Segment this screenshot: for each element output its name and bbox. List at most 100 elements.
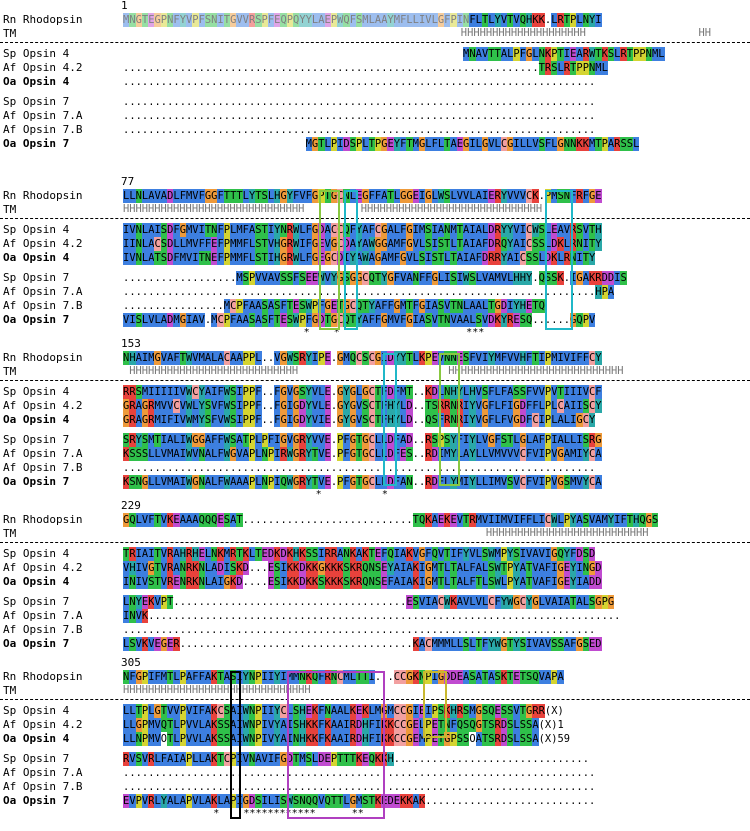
sequence-row: LLTPLGTVVPVIFAKCSAIWNPIIYCLSHEKFNAALKEKL… [123,704,564,718]
conservation-stars: * ************ ** [123,808,364,819]
sequence-label: Af Opsin 7.A [3,766,83,779]
sequence-row: LLGPMVQTLPVVLAKSSAIWNPIVYAISHKKFKAAIRDHF… [123,718,564,732]
sequence-row: ........................................… [123,462,596,474]
sequence-row: KSNGLLVMAIWGNALFWAAAPLNPIQWGRYTVE.PFGTGC… [123,475,602,489]
sequence-row: ........................................… [123,781,596,793]
sequence-label: Af Opsin 7.B [3,623,83,636]
sequence-label: Af Opsin 7.B [3,780,83,793]
sequence-label: Oa Opsin 7 [3,637,70,650]
sequence-label: Rn Rhodopsin [3,351,83,364]
sequence-row: ........................................… [123,76,596,88]
sequence-row: MNAVTTALPFGLNKPTIEARWTKSLRTPPNML [463,47,665,61]
sequence-row: INIVSTVRENRKNLAIGKD....ESIKKDKKSKKKSKRQN… [123,575,602,589]
sequence-label: Af Opsin 4.2 [3,561,83,574]
sequence-label: Rn Rhodopsin [3,189,83,202]
sequence-label: TM [3,365,17,378]
sequence-row: RRSMIIIIIVWCYAIFWSIPPF..FGVGSYVLE.GYGLGC… [123,385,602,399]
sequence-label: Oa Opsin 4 [3,413,70,426]
sequence-label: Af Opsin 7.A [3,109,83,122]
sequence-row: ........................................… [123,124,596,136]
tm-helix-track: HHHHHHHHHHHHHHHHHHHHHHHHHHHHHH [123,684,311,696]
sequence-row: LLNPMVOTLPVVLAKSSAIWNPIVYAINHKKFKAAIRDHF… [123,732,571,746]
sequence-label: Af Opsin 7.A [3,609,83,622]
sequence-row: KSSSLLVMAIWVNALFWGVAPLNPIRWGRYTVE.PFGTGC… [123,447,602,461]
sequence-row: VHIVGTVRANRKNLADISKD...ESIKKDKKGKKKSKRQN… [123,561,602,575]
sequence-label: Rn Rhodopsin [3,670,83,683]
sequence-label: Af Opsin 7.B [3,461,83,474]
block-start-number: 77 [121,175,135,188]
sequence-label: TM [3,203,17,216]
sequence-row: LLNLAVADLFMVFGGFTTTLYTSLHGYFVFGPTGCNLEGF… [123,189,602,203]
sequence-row: TRIAITVRAHRHELNKMRTKLTEDKDKHKSSIRRANKAKT… [123,547,596,561]
sequence-row: GRAGRMIFIVWMYSFVWSIPPF..FGIGDYVIE.GYGVSC… [123,413,596,427]
sequence-row: ........................................… [123,285,615,299]
sequence-label: Sp Opsin 7 [3,433,70,446]
sequence-row: MGTLPIDSPLTPGEYFTMGLFLTAEGILGVLCGILLVSFL… [305,137,640,151]
sequence-row: SRYSMTIALIWGGAFFWSATPLPFIGVGRYVVE.PFGTGC… [123,433,602,447]
sequence-row: IVNLATSDFMVITNEFPMMFLSTIHGRWLFGEGCDIYAWA… [123,251,596,265]
separator-dash [0,42,750,43]
tm-helix-track: HHHHHHHHHHHHHHHHHHHHHHHHHHH HHHHHHHHHHHH… [123,365,624,377]
sequence-row: INVK....................................… [123,609,621,623]
sequence-row: NFGPIFMTLPAFFAKTASIYNPIIYIMMNKQFRNCMLTTI… [123,670,564,684]
sequence-label: Sp Opsin 7 [3,752,70,765]
sequence-row: IVNLAISDFGMVITNFPLMFASTIYNRWLFGDACCQFYAF… [123,223,602,237]
block-start-number: 305 [121,656,141,669]
sequence-row: ........................................… [123,624,596,636]
sequence-label: TM [3,27,17,40]
sequence-label: TM [3,684,17,697]
sequence-row: ........................................… [123,61,608,75]
sequence-label: Af Opsin 7.A [3,447,83,460]
sequence-label: Oa Opsin 4 [3,732,70,745]
block-start-number: 153 [121,337,141,350]
sequence-row: GRAGRMVVCVWLYSVFWSIPPF..FGIGDYVLE.GYGVSC… [123,399,602,413]
sequence-row: ........................................… [123,767,596,779]
sequence-row: LSVKVEGER...............................… [123,637,602,651]
block-start-number: 229 [121,499,141,512]
sequence-row: ........................................… [123,96,596,108]
sequence-label: Af Opsin 4.2 [3,399,83,412]
sequence-row: RVSVRLFAIAPLLAKTCPIVNAVIFGDTMSLDEPTTTKEQ… [123,752,589,766]
sequence-label: Rn Rhodopsin [3,513,83,526]
sequence-label: Oa Opsin 7 [3,313,70,326]
sequence-label: TM [3,527,17,540]
tm-helix-track: HHHHHHHHHHHHHHHHHHHH HH [123,27,712,39]
sequence-label: Sp Opsin 7 [3,95,70,108]
sequence-row: ........................................… [123,110,596,122]
sequence-label: Sp Opsin 4 [3,704,70,717]
sequence-label: Af Opsin 4.2 [3,718,83,731]
sequence-label: Oa Opsin 4 [3,75,70,88]
sequence-label: Oa Opsin 7 [3,137,70,150]
sequence-label: Sp Opsin 4 [3,223,70,236]
sequence-row: LNYEKVPT................................… [123,595,615,609]
sequence-row: MNGTEGPNFYVPFSNITGVVRSPFEQPQYYLAEPWQFSML… [123,13,602,27]
separator-dash [0,699,750,700]
sequence-label: Sp Opsin 4 [3,47,70,60]
tm-helix-track: HHHHHHHHHHHHHHHHHHHHHHHHHH [123,527,649,539]
sequence-row: VISLVLADMGIAV.MCPFAASASFTESWPFGDTGCQTYAF… [123,313,596,327]
sequence-row: IINLACSDLLMVFFEFPMMFLSTVHGRWIFGEVGCDAYAW… [123,237,602,251]
sequence-label: Sp Opsin 7 [3,271,70,284]
sequence-row: NHAIMGVAFTWVMALACAAPPL..VGWSRYIPE.GMQCSC… [123,351,602,365]
sequence-label: Sp Opsin 4 [3,547,70,560]
separator-dash [0,218,750,219]
sequence-label: Af Opsin 7.B [3,123,83,136]
sequence-label: Oa Opsin 7 [3,794,70,807]
sequence-label: Oa Opsin 4 [3,251,70,264]
sequence-label: Af Opsin 4.2 [3,237,83,250]
separator-dash [0,542,750,543]
block-start-number: 1 [121,0,128,12]
sequence-label: Af Opsin 7.B [3,299,83,312]
sequence-row: ..................MSPVVAVSSFSEEWVYGSGGCQ… [123,271,627,285]
sequence-label: Af Opsin 4.2 [3,61,83,74]
separator-dash [0,380,750,381]
sequence-label: Sp Opsin 4 [3,385,70,398]
sequence-label: Rn Rhodopsin [3,13,83,26]
sequence-row: GQLVFTVKEAAAQQQESAT.....................… [123,513,659,527]
sequence-label: Sp Opsin 7 [3,595,70,608]
sequence-label: Oa Opsin 7 [3,475,70,488]
conservation-stars: * * *** [123,327,485,338]
sequence-row: EVPVRLYALAPVLAKLAPIGDSILISWSNQQVQTTLGMST… [123,794,596,808]
conservation-stars: * * [123,489,388,500]
sequence-label: Oa Opsin 4 [3,575,70,588]
